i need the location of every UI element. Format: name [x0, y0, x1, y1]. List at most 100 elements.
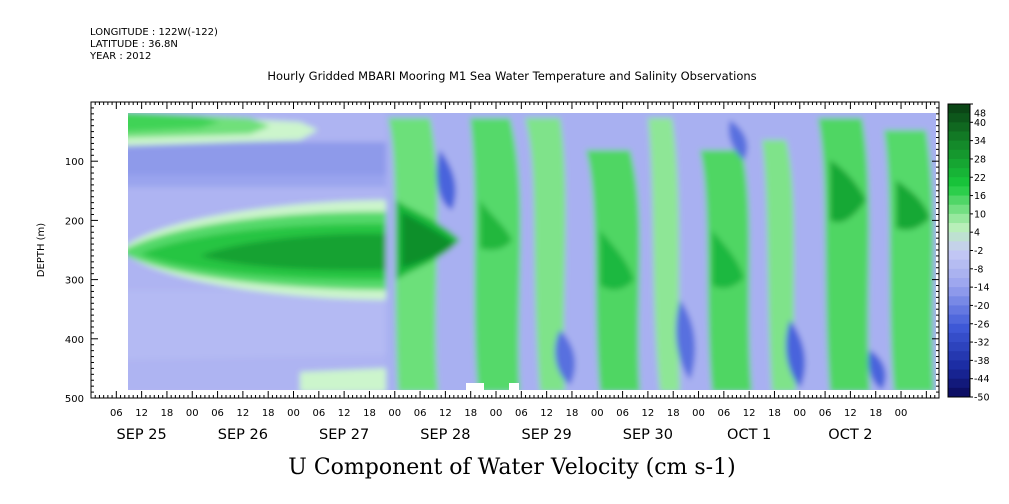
y-tick-label: 400 [65, 335, 84, 346]
x-axis-title: U Component of Water Velocity (cm s-1) [288, 455, 735, 480]
x-tick-label: 06 [717, 408, 730, 419]
x-tick-label: 12 [135, 408, 148, 419]
colorbar-cell [948, 250, 970, 261]
x-tick-label: 18 [262, 408, 275, 419]
x-tick-label: 18 [464, 408, 477, 419]
colorbar-cell [948, 332, 970, 343]
x-tick-label: 00 [591, 408, 604, 419]
colorbar-label: -26 [974, 319, 990, 330]
colorbar-cell [948, 342, 970, 352]
colorbar-cell [948, 131, 970, 142]
colorbar-cell [948, 186, 970, 197]
colorbar-cell [948, 104, 970, 114]
x-date-label: SEP 28 [420, 427, 470, 443]
colorbar-cell [948, 177, 970, 187]
colorbar-cell [948, 277, 970, 288]
colorbar-cell [948, 287, 970, 297]
colorbar-cell [948, 195, 970, 206]
colorbar-label: 22 [974, 173, 986, 184]
x-tick-label: 00 [287, 408, 300, 419]
longitude-text: LONGITUDE : 122W(-122) [90, 27, 218, 38]
colorbar-label: 10 [974, 209, 986, 220]
x-date-label: SEP 26 [218, 427, 268, 443]
x-tick-label: 12 [540, 408, 553, 419]
x-tick-label: 06 [414, 408, 427, 419]
colorbar-label: 40 [974, 118, 986, 129]
x-date-label: SEP 25 [117, 427, 167, 443]
x-tick-label: 12 [237, 408, 250, 419]
colorbar-cell [948, 351, 970, 361]
x-tick-label: 12 [439, 408, 452, 419]
colorbar-label: -38 [974, 356, 990, 367]
y-axis: 100 200 300 400 500 [65, 107, 939, 405]
x-tick-label: 18 [869, 408, 882, 419]
colorbar-cell [948, 268, 970, 279]
colorbar-cell [948, 387, 970, 398]
x-tick-label: 00 [895, 408, 908, 419]
colorbar-label: 28 [974, 154, 986, 165]
y-tick-label: 200 [65, 216, 84, 227]
colorbar-cell [948, 314, 970, 325]
x-tick-label: 06 [616, 408, 629, 419]
x-tick-label: 00 [793, 408, 806, 419]
colorbar-cell [948, 323, 970, 334]
colorbar-cell [948, 213, 970, 224]
x-tick-label: 00 [388, 408, 401, 419]
latitude-text: LATITUDE : 36.8N [90, 39, 178, 50]
colorbar-cell [948, 360, 970, 371]
x-tick-label: 06 [515, 408, 528, 419]
x-tick-label: 00 [186, 408, 199, 419]
colorbar-label: -32 [974, 338, 990, 349]
colorbar-label: 34 [974, 136, 986, 147]
x-date-labels: SEP 25 SEP 26 SEP 27 SEP 28 SEP 29 SEP 30 OCT … [117, 427, 873, 443]
y-axis-title: DEPTH (m) [36, 223, 47, 277]
colorbar-cell [948, 168, 970, 178]
colorbar-label: -44 [974, 374, 990, 385]
x-tick-label: 06 [312, 408, 325, 419]
colorbar-cell [948, 232, 970, 242]
colorbar-cell [948, 113, 970, 123]
x-tick-label: 12 [844, 408, 857, 419]
y-tick-label: 500 [65, 394, 84, 405]
x-tick-label: 18 [363, 408, 376, 419]
x-tick-label: 18 [161, 408, 174, 419]
x-tick-label: 06 [819, 408, 832, 419]
colorbar-cell [948, 223, 970, 233]
x-tick-label: 06 [110, 408, 123, 419]
x-tick-label: 00 [692, 408, 705, 419]
x-date-label: OCT 1 [727, 427, 771, 443]
x-tick-label: 06 [211, 408, 224, 419]
x-tick-label: 12 [338, 408, 351, 419]
colorbar-label: -50 [974, 393, 990, 404]
colorbar-cell [948, 158, 970, 169]
y-tick-label: 100 [65, 157, 84, 168]
colorbar-cell [948, 204, 970, 215]
colorbar-label: -2 [974, 246, 983, 257]
colorbar-label: 4 [974, 228, 980, 239]
x-date-label: SEP 29 [522, 427, 572, 443]
colorbar-cell [948, 149, 970, 160]
colorbar-cell [948, 259, 970, 270]
x-tick-label: 12 [743, 408, 756, 419]
colorbar-cell [948, 122, 970, 132]
colorbar-label: -14 [974, 283, 990, 294]
colorbar-cell [948, 369, 970, 380]
year-text: YEAR : 2012 [89, 51, 151, 62]
colorbar-label: -8 [974, 264, 983, 275]
x-tick-labels: 06 12 18 00 06 12 18 00 06 12 18 00 06 12 18 00 06 12 18 00… [110, 408, 907, 419]
heatmap-field [128, 113, 936, 390]
x-hour-ticks [90, 102, 940, 398]
x-date-label: SEP 27 [319, 427, 369, 443]
colorbar-cell [948, 305, 970, 316]
chart-title: Hourly Gridded MBARI Mooring M1 Sea Wate… [267, 69, 756, 83]
colorbar-cell [948, 241, 970, 251]
x-tick-label: 18 [667, 408, 680, 419]
x-tick-label: 18 [566, 408, 579, 419]
colorbar-cell [948, 296, 970, 306]
colorbar: 40 34 28 22 16 10 4 -2 -8 -14 -20 -26 -32 -38 -44 -50 48 [947, 103, 990, 404]
x-date-label: OCT 2 [828, 427, 872, 443]
colorbar-label: -20 [974, 301, 990, 312]
x-tick-label: 00 [490, 408, 503, 419]
colorbar-label: 16 [974, 191, 986, 202]
